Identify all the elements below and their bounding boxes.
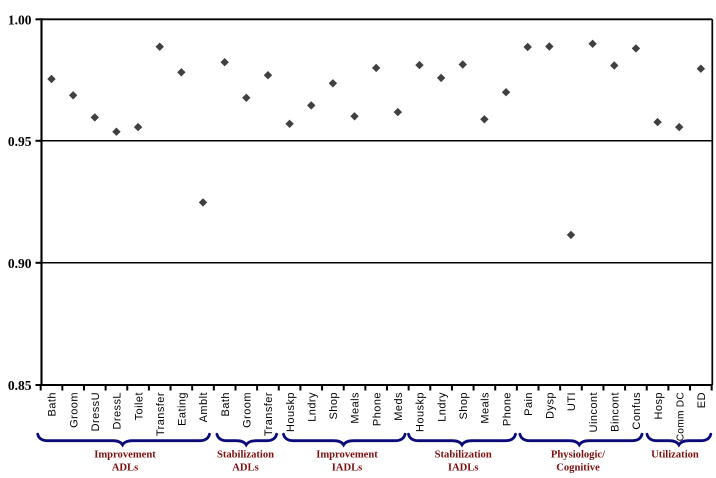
svg-text:Meals: Meals [350,392,362,424]
svg-text:IADLs: IADLs [332,462,363,473]
svg-text:Utilization: Utilization [651,449,699,460]
svg-text:Transfer: Transfer [155,392,167,436]
svg-text:Shop: Shop [328,392,340,420]
svg-text:Houskp: Houskp [415,392,427,432]
svg-text:Phone: Phone [501,392,513,426]
svg-text:Dysp: Dysp [545,392,557,419]
svg-text:Stabilization: Stabilization [435,449,492,460]
svg-text:Pain: Pain [523,392,535,416]
svg-text:Houskp: Houskp [285,392,297,432]
svg-text:Cognitive: Cognitive [556,462,600,473]
svg-text:Groom: Groom [68,392,80,428]
svg-text:0.95: 0.95 [8,134,32,149]
svg-text:Toilet: Toilet [133,392,145,420]
svg-text:0.90: 0.90 [8,256,32,271]
svg-text:Improvement: Improvement [316,449,378,460]
svg-text:Meds: Meds [393,392,405,421]
svg-text:Bath: Bath [220,392,232,416]
svg-text:Lndry: Lndry [306,392,318,422]
svg-text:Lndry: Lndry [436,392,448,422]
svg-text:ADLs: ADLs [232,462,259,473]
svg-text:ADLs: ADLs [112,462,139,473]
svg-text:IADLs: IADLs [448,462,479,473]
svg-text:Stabilization: Stabilization [217,449,274,460]
svg-text:UTI: UTI [566,392,578,411]
svg-text:Bincont: Bincont [609,392,621,432]
svg-text:Comm DC: Comm DC [675,392,686,441]
svg-text:0.85: 0.85 [8,378,32,393]
svg-text:Hosp: Hosp [653,392,665,419]
svg-text:Meals: Meals [480,392,492,424]
svg-text:Shop: Shop [458,392,470,420]
svg-text:Bath: Bath [47,392,59,416]
svg-text:Amblt: Amblt [198,392,210,422]
svg-text:DressU: DressU [90,392,102,431]
svg-text:Uincont: Uincont [588,392,600,432]
svg-text:DressL: DressL [112,392,124,430]
svg-text:Improvement: Improvement [94,449,156,460]
svg-text:Eating: Eating [177,392,189,426]
svg-text:ED: ED [696,392,708,408]
svg-text:Confus: Confus [631,392,643,430]
svg-text:Phone: Phone [371,392,383,426]
svg-text:Groom: Groom [242,392,254,428]
svg-text:1.00: 1.00 [8,12,32,27]
svg-text:Transfer: Transfer [263,392,275,436]
svg-text:Physiologic/: Physiologic/ [551,449,606,460]
